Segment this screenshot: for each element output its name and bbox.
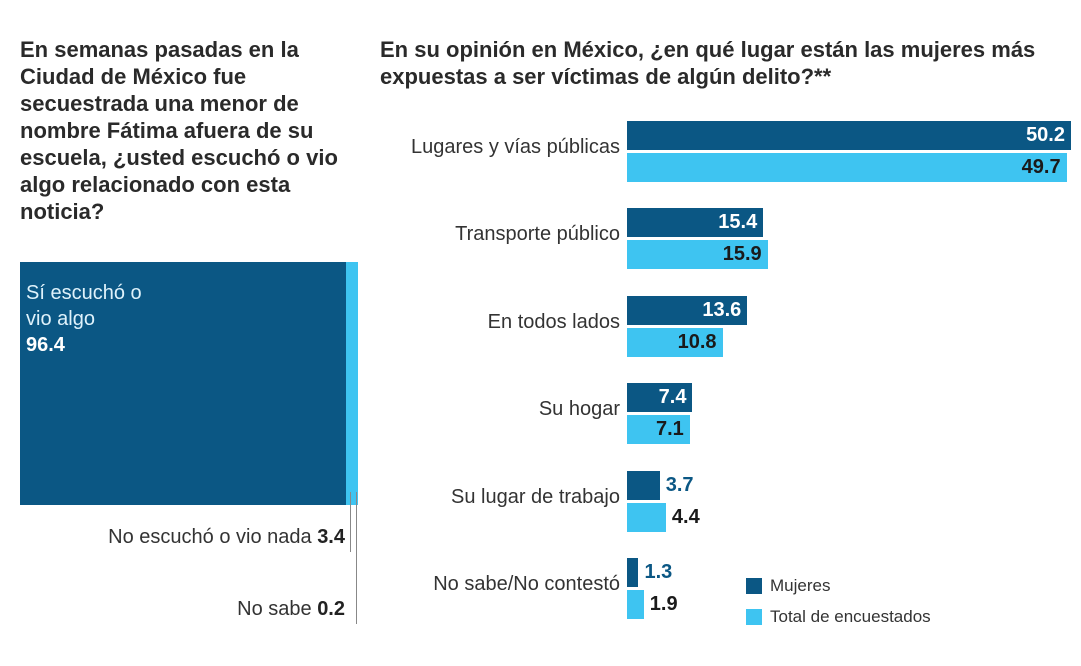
category-label: Transporte público — [455, 223, 620, 246]
value-yes: 96.4 — [26, 334, 65, 356]
legend-swatch-total — [746, 609, 762, 625]
leader-line-nosabe — [356, 492, 357, 624]
value-label-mujeres: 50.2 — [1026, 124, 1065, 146]
bar-total — [627, 240, 768, 270]
category-label: Su hogar — [538, 398, 620, 421]
value-label: 0.2 — [317, 598, 345, 620]
value-label-mujeres: 1.3 — [644, 561, 673, 583]
category-label: No escuchó o vio nada — [108, 526, 318, 548]
value-label-total: 15.9 — [722, 243, 762, 266]
bar-no — [345, 262, 358, 505]
bar-total — [627, 590, 644, 619]
leader-line-no — [350, 492, 351, 552]
bar-total — [627, 327, 723, 357]
bar-mujeres — [627, 208, 764, 238]
value-label-total: 49.7 — [1021, 156, 1061, 178]
category-label: No sabe — [237, 598, 318, 620]
bar-mujeres — [627, 295, 748, 325]
bar-total — [627, 502, 666, 532]
legend-label-mujeres: Mujeres — [770, 576, 831, 595]
bar-mujeres — [627, 383, 693, 413]
value-label-total: 4.4 — [671, 505, 700, 528]
value-label-total: 1.9 — [649, 593, 678, 615]
bar-mujeres — [627, 470, 660, 500]
bar-total — [627, 415, 690, 445]
category-label: En todos lados — [487, 310, 620, 333]
value-label-total: 10.8 — [677, 330, 717, 353]
label-yes: Sí escuchó o vio algo 96.4 — [26, 280, 142, 358]
left-chart-title: En semanas pasadas en la Ciudad de Méxic… — [20, 37, 338, 224]
bar-total — [627, 153, 1067, 182]
label-yes-line: Sí escuchó o — [26, 282, 142, 304]
value-label-mujeres: 3.7 — [665, 473, 694, 496]
right-chart-title: En su opinión en México, ¿en qué lugar e… — [380, 37, 1036, 89]
bar-yes — [20, 262, 346, 505]
value-label-total: 7.1 — [655, 418, 684, 441]
legend-swatch-mujeres — [746, 578, 762, 594]
category-label: Su lugar de trabajo — [450, 485, 620, 508]
label-yes-line: vio algo — [26, 308, 95, 330]
value-label-mujeres: 7.4 — [658, 386, 687, 409]
row-1: No escuchó o vio nada 3.4 — [108, 526, 345, 549]
category-label: No sabe/No contestó — [433, 573, 620, 595]
bar-mujeres — [627, 121, 1071, 150]
value-label-mujeres: 13.6 — [702, 298, 742, 321]
value-label-mujeres: 15.4 — [718, 211, 758, 234]
bar-mujeres — [627, 558, 639, 587]
row-2: No sabe 0.2 — [237, 598, 345, 621]
category-label: Lugares y vías públicas — [410, 136, 620, 158]
legend-label-total: Total de encuestados — [770, 607, 931, 626]
value-label: 3.4 — [317, 526, 345, 548]
